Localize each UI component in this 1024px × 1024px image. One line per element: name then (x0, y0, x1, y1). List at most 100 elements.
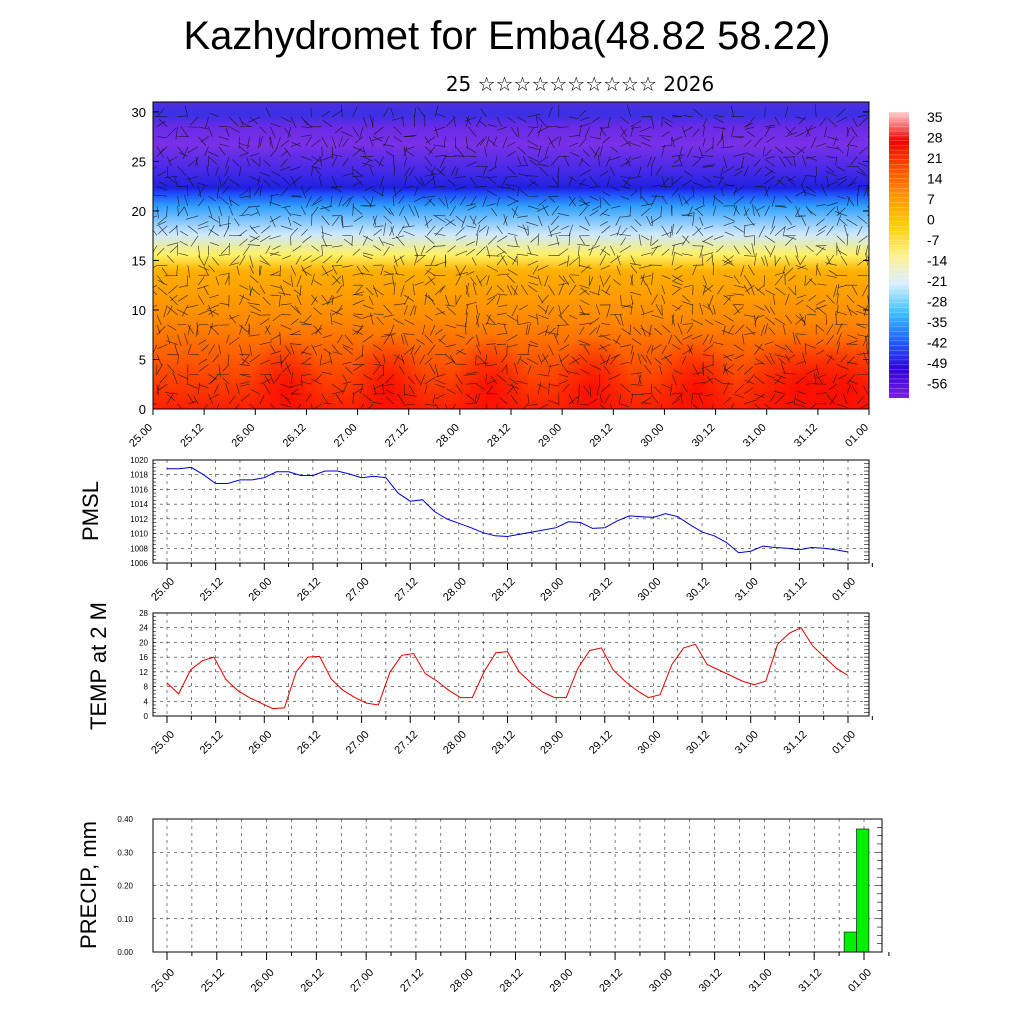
wind-barb (754, 314, 757, 328)
wind-barb (754, 393, 765, 398)
wind-barb (156, 205, 159, 219)
wind-barb (620, 185, 630, 189)
wind-barb (743, 275, 752, 286)
wind-barb (280, 354, 282, 368)
wind-barb (857, 324, 867, 329)
wind-barb (222, 364, 230, 372)
wind-barb (840, 255, 848, 266)
wind-barb (512, 205, 518, 218)
wind-barb (744, 379, 755, 385)
wind-barb (815, 324, 825, 332)
wind-barb (836, 175, 848, 181)
wind-barb (836, 283, 840, 296)
wind-barb (249, 304, 262, 312)
x-tick-label: 29.12 (597, 967, 625, 995)
wind-barb (805, 126, 817, 132)
wind-barb (855, 310, 868, 316)
wind-barb (645, 355, 652, 365)
wind-barb (699, 217, 704, 226)
wind-barb (312, 403, 322, 409)
wind-barb (702, 166, 714, 168)
wind-barb (814, 104, 817, 117)
wind-barb (424, 385, 428, 395)
x-tick-label: 31.12 (782, 729, 810, 757)
wind-barb (486, 275, 490, 286)
wind-barb (278, 292, 291, 296)
wind-barb (362, 146, 366, 156)
wind-barb (620, 295, 622, 305)
wind-barb (455, 227, 465, 236)
wind-barb (455, 324, 468, 327)
wind-barb (443, 136, 446, 148)
wind-barb (156, 146, 164, 158)
x-tick-label: 25.00 (149, 576, 177, 604)
wind-barb (178, 152, 189, 157)
wind-barb (414, 281, 424, 286)
y-tick-label: 1018 (130, 471, 148, 480)
wind-barb (414, 205, 420, 218)
wind-barb (264, 324, 271, 334)
wind-barb (691, 334, 704, 340)
wind-barb (825, 262, 837, 266)
wind-barb (454, 155, 467, 157)
wind-barb (197, 182, 209, 187)
x-tick-label: 30.00 (647, 967, 675, 995)
wind-barb (300, 380, 312, 385)
wind-barb (568, 195, 577, 207)
wind-barb (651, 215, 654, 227)
wind-barb (826, 156, 837, 159)
x-tick-label: 25.12 (199, 967, 227, 995)
wind-barb (589, 398, 598, 405)
wind-barb (451, 403, 456, 409)
wind-barb (805, 226, 810, 236)
wind-barb (640, 354, 648, 363)
wind-barb (836, 195, 846, 200)
wind-barb (168, 284, 178, 294)
wind-barb (589, 384, 592, 397)
wind-barb (391, 276, 395, 286)
wind-barb (280, 186, 289, 197)
wind-barb (486, 403, 488, 409)
wind-barb (269, 201, 281, 207)
wind-barb (610, 232, 619, 237)
wind-barb (703, 225, 714, 230)
wind-barb (187, 176, 194, 188)
wind-barb (599, 403, 606, 409)
y-tick-label: 24 (139, 624, 148, 633)
wind-barb (795, 205, 801, 218)
wind-barb (713, 341, 724, 345)
wind-barb (807, 314, 817, 316)
wind-barb (682, 294, 691, 303)
wind-barb (259, 171, 271, 177)
x-tick-label: 31.00 (733, 729, 761, 757)
wind-barb (167, 364, 175, 373)
wind-barb (265, 107, 271, 118)
chart-subtitle: 25 ☆☆☆☆☆☆☆☆☆☆ 2026 (445, 72, 715, 96)
wind-barb (651, 215, 662, 223)
wind-barb (156, 221, 167, 227)
wind-barb (671, 244, 675, 256)
wind-barb (589, 276, 594, 286)
wind-barb (496, 116, 502, 127)
wind-barb (313, 166, 323, 177)
wind-barb (190, 116, 199, 126)
wind-barb (599, 126, 607, 137)
wind-barb (166, 334, 171, 345)
wind-barb (300, 265, 308, 277)
wind-barb (852, 118, 858, 127)
wind-barb (795, 245, 799, 258)
wind-barb (595, 304, 601, 316)
wind-barb (290, 344, 295, 355)
wind-barb (158, 119, 168, 128)
wind-barb (311, 199, 323, 207)
wind-barb (528, 282, 539, 286)
wind-barb (465, 312, 468, 325)
wind-barb (502, 136, 508, 149)
wind-barb (795, 403, 806, 408)
wind-barb (455, 146, 464, 157)
wind-barb (723, 184, 735, 187)
wind-barb (671, 223, 674, 236)
wind-barb (815, 265, 822, 277)
wind-barb (321, 265, 329, 277)
wind-barb (404, 185, 415, 189)
